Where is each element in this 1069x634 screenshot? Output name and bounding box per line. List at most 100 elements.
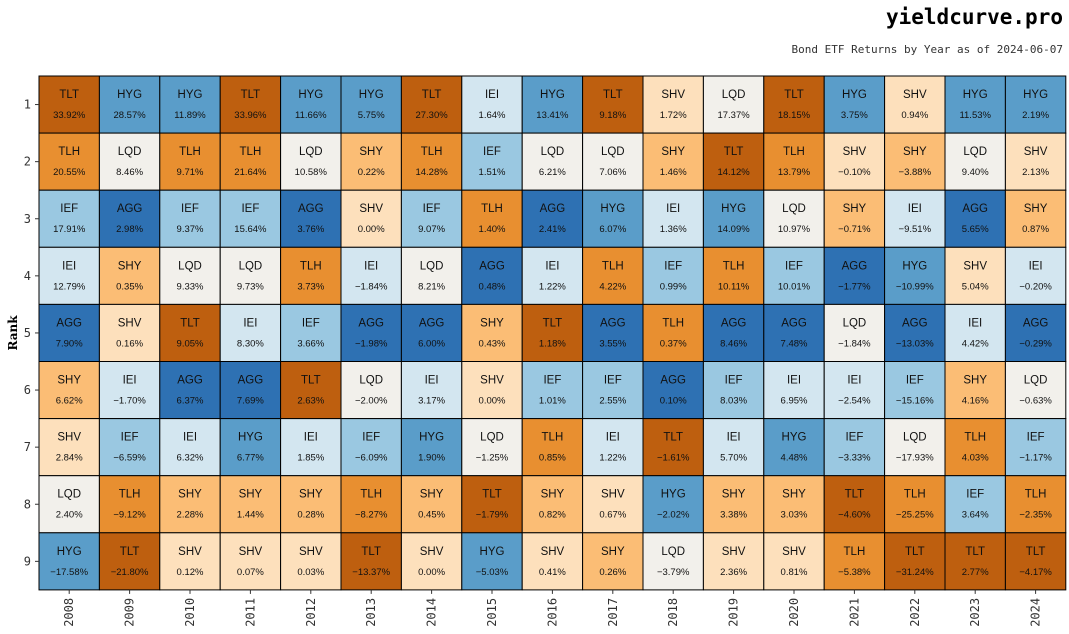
x-tick-label: 2014 (425, 598, 439, 627)
cell-ticker-label: HYG (298, 89, 323, 101)
heatmap-cell (219, 246, 282, 305)
cell-return-label: −2.00% (355, 396, 388, 407)
cell-return-label: 6.77% (237, 453, 264, 464)
cell-ticker-label: IEI (62, 260, 76, 272)
cell-return-label: 0.00% (418, 567, 445, 578)
cell-ticker-label: AGG (721, 317, 747, 329)
cell-ticker-label: IEF (241, 203, 259, 215)
heatmap-cell (884, 303, 946, 362)
heatmap-cell (823, 75, 886, 134)
cell-ticker-label: SHV (661, 89, 685, 101)
cell-return-label: 2.84% (56, 453, 83, 464)
cell-return-label: −2.02% (657, 510, 690, 521)
cell-ticker-label: LQD (480, 432, 504, 444)
heatmap-cell (521, 303, 584, 362)
cell-return-label: 2.63% (297, 396, 324, 407)
x-tick-label: 2008 (62, 598, 76, 627)
cell-return-label: −1.17% (1019, 453, 1052, 464)
cell-ticker-label: IEF (302, 317, 320, 329)
heatmap-cell (884, 418, 946, 477)
cell-ticker-label: HYG (359, 89, 384, 101)
cell-ticker-label: AGG (479, 260, 505, 272)
cell-return-label: 6.00% (418, 338, 445, 349)
cell-return-label: −13.03% (896, 338, 934, 349)
cell-ticker-label: LQD (420, 260, 444, 272)
cell-return-label: 14.12% (717, 167, 750, 178)
heatmap-cell (582, 189, 644, 248)
y-tick-label: 5 (24, 326, 31, 340)
heatmap-cell (1004, 361, 1067, 420)
cell-ticker-label: SHY (843, 203, 867, 215)
cell-return-label: 8.46% (720, 338, 747, 349)
cell-ticker-label: SHY (239, 489, 263, 501)
cell-ticker-label: IEI (666, 203, 680, 215)
heatmap-cell (400, 132, 463, 191)
heatmap-cell (582, 361, 644, 420)
cell-ticker-label: LQD (601, 146, 625, 158)
heatmap-cell (400, 246, 463, 305)
cell-return-label: 0.85% (539, 453, 566, 464)
cell-return-label: 13.41% (536, 110, 569, 121)
cell-return-label: 0.94% (901, 110, 928, 121)
heatmap-cell (763, 418, 825, 477)
cell-return-label: 9.18% (599, 110, 626, 121)
cell-return-label: −3.88% (899, 167, 932, 178)
cell-return-label: 11.66% (295, 110, 327, 121)
cell-ticker-label: TLH (783, 146, 805, 158)
cell-return-label: 0.03% (297, 567, 324, 578)
heatmap-cell (98, 532, 161, 591)
cell-return-label: −2.54% (838, 396, 871, 407)
cell-return-label: 33.92% (53, 110, 86, 121)
heatmap-cell (38, 75, 100, 134)
heatmap-cell (702, 418, 765, 477)
cell-ticker-label: IEI (968, 317, 982, 329)
cell-return-label: 2.13% (1022, 167, 1049, 178)
cell-return-label: −31.24% (896, 567, 934, 578)
cell-return-label: −1.25% (476, 453, 509, 464)
cell-ticker-label: IEI (183, 432, 197, 444)
heatmap-cell (642, 246, 704, 305)
cell-ticker-label: TLT (482, 489, 502, 501)
cell-return-label: 14.28% (415, 167, 448, 178)
cell-ticker-label: TLT (301, 375, 321, 387)
heatmap-cell (219, 75, 282, 134)
cell-ticker-label: TLH (360, 489, 382, 501)
heatmap-cell (38, 418, 100, 477)
heatmap-cell (823, 189, 886, 248)
cell-ticker-label: SHV (782, 546, 806, 558)
heatmap-cell (461, 532, 523, 591)
cell-ticker-label: IEF (543, 375, 561, 387)
cell-ticker-label: HYG (661, 489, 686, 501)
cell-ticker-label: IEF (966, 489, 984, 501)
cell-ticker-label: SHV (299, 546, 323, 558)
heatmap-cell (280, 303, 342, 362)
cell-ticker-label: TLT (361, 546, 381, 558)
cell-return-label: −25.25% (896, 510, 934, 521)
heatmap-cell (642, 532, 704, 591)
heatmap-cell (340, 189, 402, 248)
cell-return-label: −1.77% (838, 281, 871, 292)
heatmap-cell (219, 475, 282, 534)
cell-ticker-label: LQD (722, 89, 746, 101)
cell-return-label: 0.22% (358, 167, 385, 178)
cell-ticker-label: AGG (177, 375, 203, 387)
cell-return-label: 1.22% (599, 453, 626, 464)
cell-ticker-label: SHV (601, 489, 625, 501)
heatmap-cell (884, 532, 946, 591)
cell-ticker-label: SHV (178, 546, 202, 558)
cell-ticker-label: TLH (58, 146, 80, 158)
cell-return-label: 6.07% (599, 224, 626, 235)
cell-return-label: −1.70% (113, 396, 146, 407)
heatmap-cell (823, 361, 886, 420)
cell-return-label: 11.89% (174, 110, 206, 121)
cell-ticker-label: AGG (56, 317, 82, 329)
x-tick-label: 2017 (606, 598, 620, 627)
heatmap-cell (702, 189, 765, 248)
cell-return-label: 0.35% (116, 281, 143, 292)
cell-return-label: 4.48% (781, 453, 808, 464)
cell-return-label: 0.45% (418, 510, 445, 521)
heatmap-cell (642, 303, 704, 362)
cell-ticker-label: TLH (964, 432, 986, 444)
heatmap-cell (944, 75, 1006, 134)
cell-return-label: −5.38% (838, 567, 871, 578)
